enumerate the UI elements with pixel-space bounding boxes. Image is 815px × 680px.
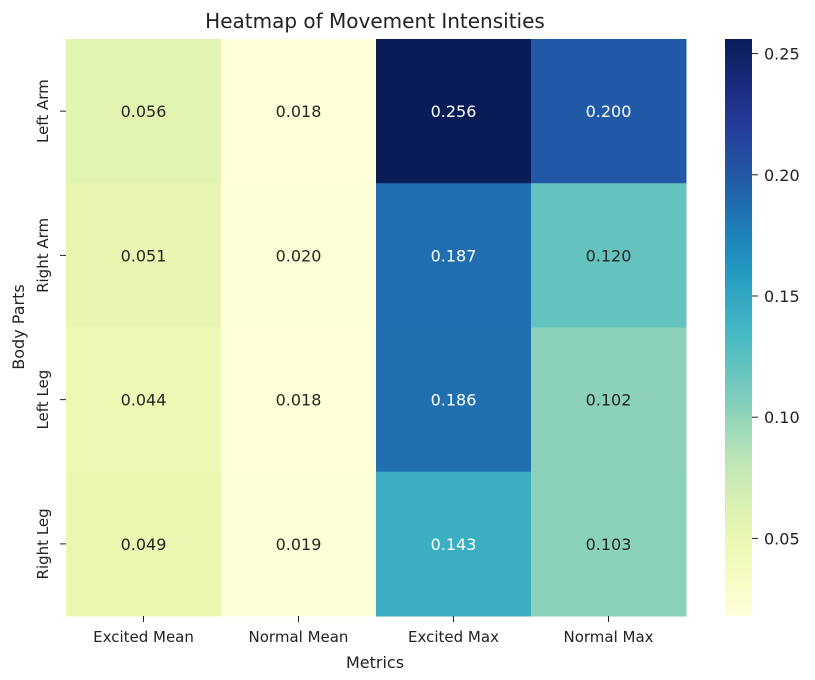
heatmap-cell — [376, 327, 532, 473]
heatmap-cell — [66, 471, 222, 617]
heatmap-cell — [221, 471, 377, 617]
cell-value-label: 0.018 — [276, 102, 322, 121]
cell-value-label: 0.187 — [431, 246, 477, 265]
cell-value-label: 0.044 — [121, 391, 167, 410]
cell-value-label: 0.018 — [276, 391, 322, 410]
cell-value-label: 0.120 — [586, 246, 632, 265]
colorbar-tick-label: 0.25 — [764, 45, 800, 64]
heatmap-cell — [221, 39, 377, 184]
heatmap-cell — [376, 471, 532, 617]
heatmap-cell — [376, 183, 532, 328]
heatmap-cell — [531, 183, 687, 328]
heatmap-cell — [221, 327, 377, 473]
colorbar-tick-label: 0.15 — [764, 287, 800, 306]
cell-value-label: 0.143 — [431, 535, 477, 554]
y-tick-label: Left Arm — [34, 79, 52, 143]
cell-value-label: 0.256 — [431, 102, 477, 121]
cell-value-label: 0.200 — [586, 102, 632, 121]
x-axis: Excited Mean Normal Mean Excited Max Normal… — [93, 616, 654, 646]
cell-value-label: 0.049 — [121, 535, 167, 554]
y-axis: Left Arm Right Arm Left Leg Right Leg — [34, 79, 66, 579]
x-tick-label: Normal Max — [563, 628, 653, 646]
colorbar-ticks: 0.05 0.10 0.15 0.20 0.25 — [752, 45, 800, 548]
colorbar-tick-label: 0.10 — [764, 408, 800, 427]
heatmap-cell — [531, 327, 687, 473]
chart-title: Heatmap of Movement Intensities — [205, 9, 545, 33]
x-tick-label: Normal Mean — [249, 628, 349, 646]
heatmap-cell — [376, 39, 532, 184]
y-tick-label: Right Leg — [34, 508, 52, 579]
y-tick-label: Right Arm — [34, 218, 52, 293]
cell-value-label: 0.056 — [121, 102, 167, 121]
cell-value-label: 0.103 — [586, 535, 632, 554]
colorbar-tick-label: 0.05 — [764, 529, 800, 548]
heatmap-cells: 0.056 0.018 0.256 0.200 0.051 0.020 0.187 0.120… — [66, 39, 687, 617]
heatmap-cell — [66, 39, 222, 184]
x-axis-label: Metrics — [346, 653, 404, 672]
colorbar — [725, 39, 752, 616]
x-tick-label: Excited Mean — [93, 628, 194, 646]
heatmap-cell — [531, 39, 687, 184]
cell-value-label: 0.102 — [586, 391, 632, 410]
heatmap-cell — [531, 471, 687, 617]
heatmap-cell — [221, 183, 377, 328]
colorbar-tick-label: 0.20 — [764, 166, 800, 185]
heatmap-cell — [66, 327, 222, 473]
cell-value-label: 0.051 — [121, 246, 167, 265]
cell-value-label: 0.020 — [276, 246, 322, 265]
y-tick-label: Left Leg — [34, 370, 52, 430]
cell-value-label: 0.019 — [276, 535, 322, 554]
cell-value-label: 0.186 — [431, 391, 477, 410]
y-axis-label: Body Parts — [9, 284, 28, 369]
x-tick-label: Excited Max — [408, 628, 499, 646]
heatmap-cell — [66, 183, 222, 328]
